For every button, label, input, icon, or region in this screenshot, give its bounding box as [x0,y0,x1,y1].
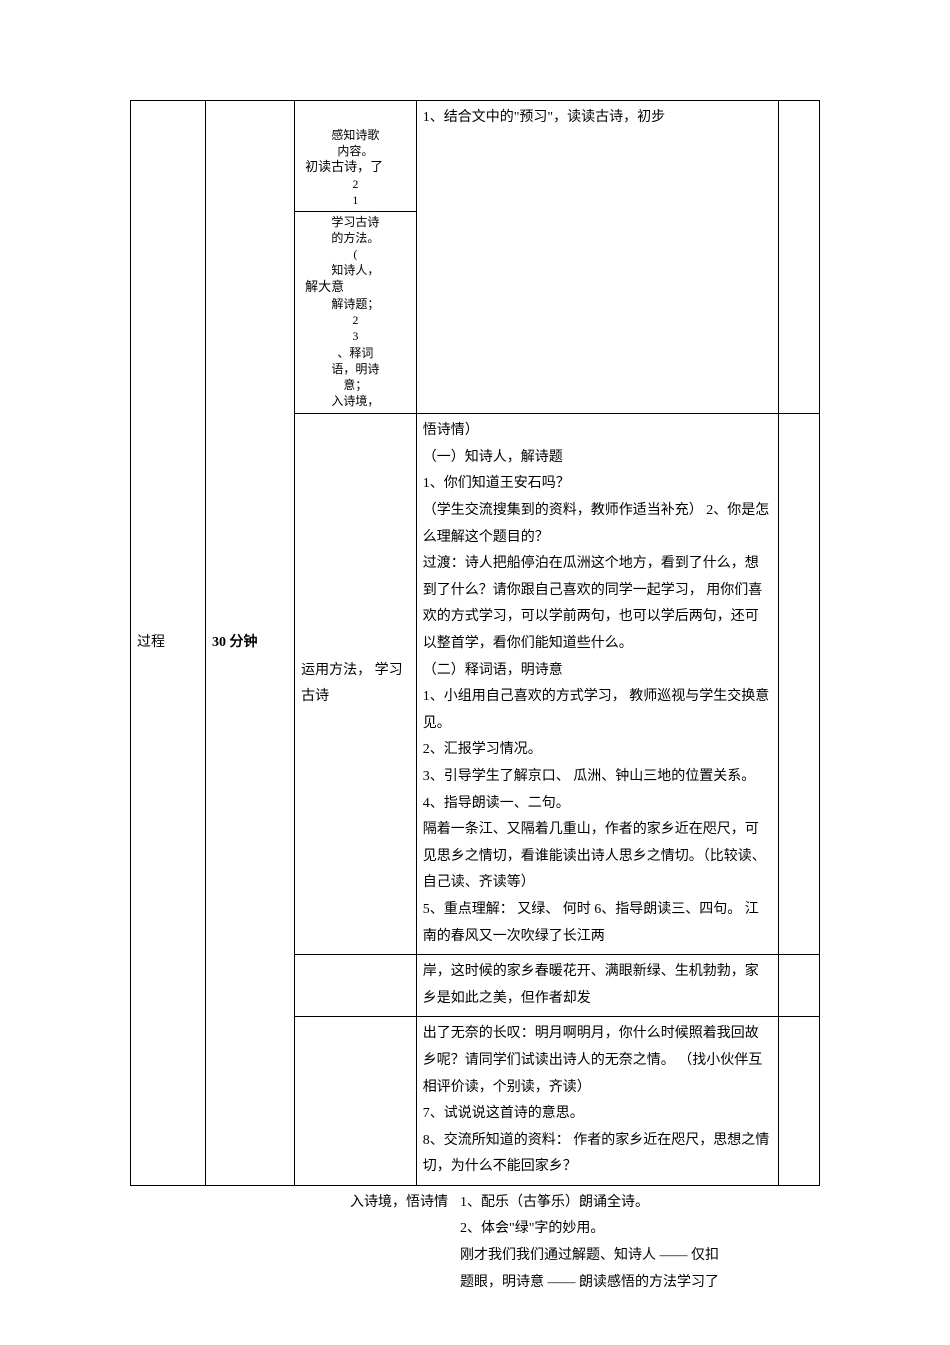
overflow-body: 1、配乐（古筝乐）朗诵全诗。 2、体会"绿"字的妙用。 刚才我们我们通过解题、知… [460,1190,730,1296]
cell-process: 过程 [131,101,206,1186]
cell-step3-content: 岸，这时候的家乡春暖花开、满眼新绿、生机勃勃，家乡是如此之美，但作者却发 [416,955,779,1017]
step1-title-a: 初读古诗，了 [305,159,383,174]
cell-step1-title: 感知诗歌 内容。 初读古诗，了 2 1 学习古诗 的方法。 ( 知诗人， 解大意 [295,101,417,414]
overflow-label-wrap: 入诗境，悟诗情 1、配乐（古筝乐）朗诵全诗。 2、体会"绿"字的妙用。 刚才我们… [460,1190,730,1296]
cell-empty [779,955,820,1017]
cell-time: 30 分钟 [205,101,294,1186]
step2-content: 悟诗情） （一）知诗人，解诗题 1、你们知道王安石吗？ （学生交流搜集到的资料，… [423,418,773,950]
stack2-line: 知诗人， [331,263,379,277]
step4-content: 出了无奈的长叹：明月啊明月，你什么时候照着我回故乡呢？请同学们试读出诗人的无奈之… [423,1021,773,1181]
cell-step2-title: 运用方法， 学习古诗 [295,414,417,955]
stack1-line: 1 [352,193,358,207]
stack2-line: 解诗题； [331,297,379,311]
stack2-line: 入诗境， [331,394,379,408]
process-label: 过程 [137,635,165,650]
cell-step3-title [295,955,417,1017]
stack2-line: 语，明诗 [331,362,379,376]
overflow-block: 入诗境，悟诗情 1、配乐（古筝乐）朗诵全诗。 2、体会"绿"字的妙用。 刚才我们… [130,1186,820,1296]
cell-empty [779,101,820,414]
step3-content: 岸，这时候的家乡春暖花开、满眼新绿、生机勃勃，家乡是如此之美，但作者却发 [423,959,773,1012]
stack2-line: 3 [352,329,358,343]
step1-title-b: 解大意 [305,279,344,294]
stack2-line: 的方法。 [331,231,379,245]
time-label: 30 分钟 [212,635,258,650]
cell-step1-content: 1、结合文中的"预习"，读读古诗，初步 [416,101,779,414]
stack1-line: 2 [352,177,358,191]
cell-step4-title [295,1017,417,1186]
stack2-line: 、释词 [337,346,373,360]
stack1-line: 内容。 [337,144,373,158]
stack1-line: 感知诗歌 [331,128,379,142]
stack2-line: 意； [343,378,367,392]
cell-empty [779,414,820,955]
stack2-line: 2 [352,313,358,327]
table-row: 过程 30 分钟 感知诗歌 内容。 初读古诗，了 2 1 学习古诗 的方法。 [131,101,820,414]
overflow-area: 入诗境，悟诗情 1、配乐（古筝乐）朗诵全诗。 2、体会"绿"字的妙用。 刚才我们… [130,1186,820,1296]
lesson-plan-table: 过程 30 分钟 感知诗歌 内容。 初读古诗，了 2 1 学习古诗 的方法。 [130,100,820,1186]
cell-step2-content: 悟诗情） （一）知诗人，解诗题 1、你们知道王安石吗？ （学生交流搜集到的资料，… [416,414,779,955]
stack2-line: ( [353,247,357,261]
cell-step4-content: 出了无奈的长叹：明月啊明月，你什么时候照着我回故乡呢？请同学们试读出诗人的无奈之… [416,1017,779,1186]
overflow-title: 入诗境，悟诗情 [350,1190,448,1217]
cell-empty [779,1017,820,1186]
stack2-line: 学习古诗 [331,215,379,229]
step2-title: 运用方法， 学习古诗 [301,658,410,711]
lesson-plan-page: 过程 30 分钟 感知诗歌 内容。 初读古诗，了 2 1 学习古诗 的方法。 [0,0,950,1336]
step1-stack: 感知诗歌 内容。 初读古诗，了 2 1 学习古诗 的方法。 ( 知诗人， 解大意 [297,105,414,409]
step1-content: 1、结合文中的"预习"，读读古诗，初步 [423,105,773,132]
